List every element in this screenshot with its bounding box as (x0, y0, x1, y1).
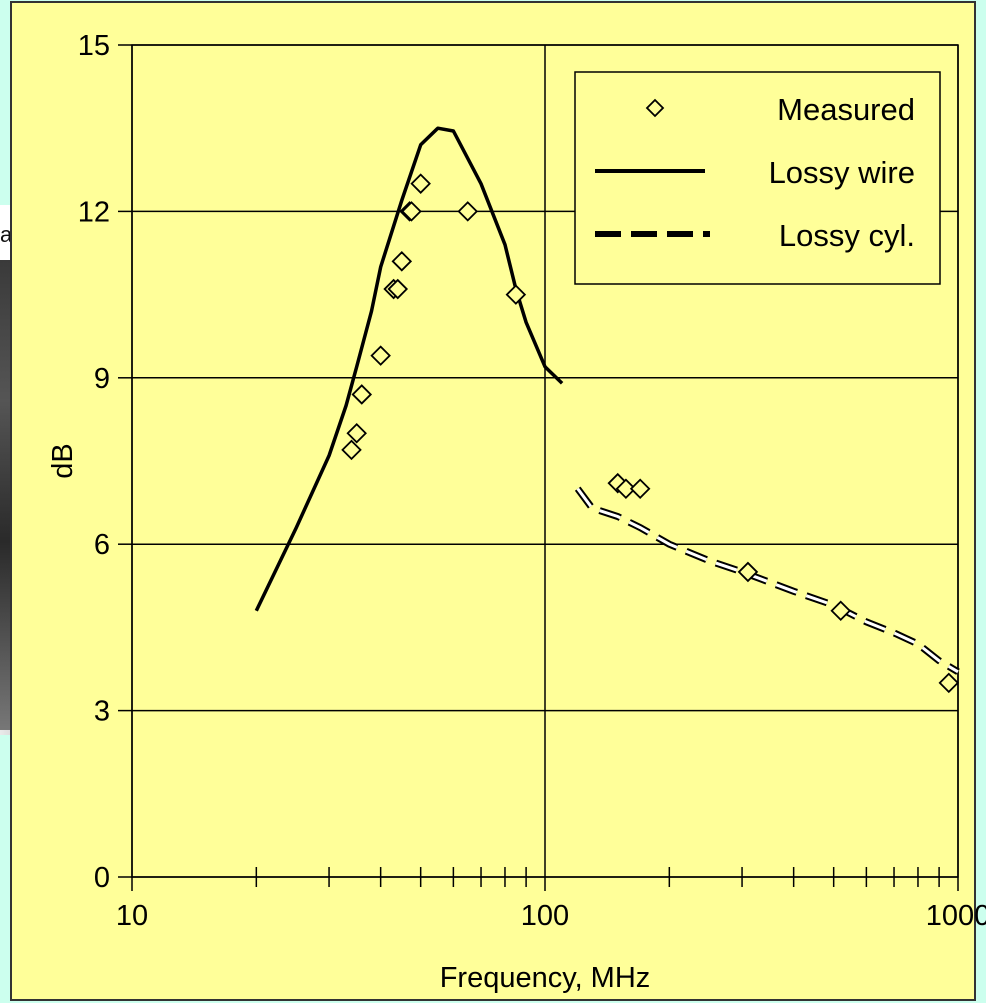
y-tick-label: 15 (78, 30, 110, 62)
lossy-wire-line (254, 126, 564, 612)
measured-point (351, 384, 373, 405)
y-tick-label: 0 (94, 862, 110, 894)
measured-point (830, 600, 851, 622)
measured-point (629, 478, 651, 500)
legend-label: Measured (777, 92, 915, 127)
tick-labels: 0 3 6 9 12 15 10 100 1000 (78, 30, 986, 932)
x-tick-label: 10 (116, 900, 148, 932)
measured-point (387, 278, 409, 300)
measured-point (938, 672, 960, 694)
measured-point (457, 201, 479, 222)
measured-point (410, 173, 431, 194)
axes (118, 44, 959, 891)
measured-point (615, 478, 637, 500)
measured-point (341, 439, 362, 461)
measured-point (645, 98, 665, 118)
lossy-cyl-line-outline (574, 486, 960, 675)
series (254, 126, 960, 694)
legend-box (574, 71, 941, 285)
x-axis-title: Frequency, MHz (440, 962, 651, 994)
x-tick-label: 100 (521, 900, 569, 932)
y-tick-label: 3 (94, 696, 110, 728)
legend-label: Lossy cyl. (779, 218, 915, 253)
measured-point (401, 201, 422, 222)
measured-point (346, 422, 367, 444)
measured-point (737, 561, 759, 583)
y-axis-title: dB (47, 443, 79, 478)
lossy-cyl-line (576, 487, 959, 674)
measured-point (505, 284, 527, 305)
y-tick-label: 9 (94, 363, 110, 395)
background-photo-caption: a (0, 222, 13, 247)
measured-point (370, 345, 391, 366)
x-tick-label: 1000 (926, 900, 986, 932)
y-tick-label: 12 (78, 196, 110, 228)
legend: Measured Lossy wire Lossy cyl. (574, 71, 941, 285)
legend-label: Lossy wire (769, 155, 915, 190)
measured-point (391, 251, 413, 272)
y-tick-label: 6 (94, 529, 110, 561)
